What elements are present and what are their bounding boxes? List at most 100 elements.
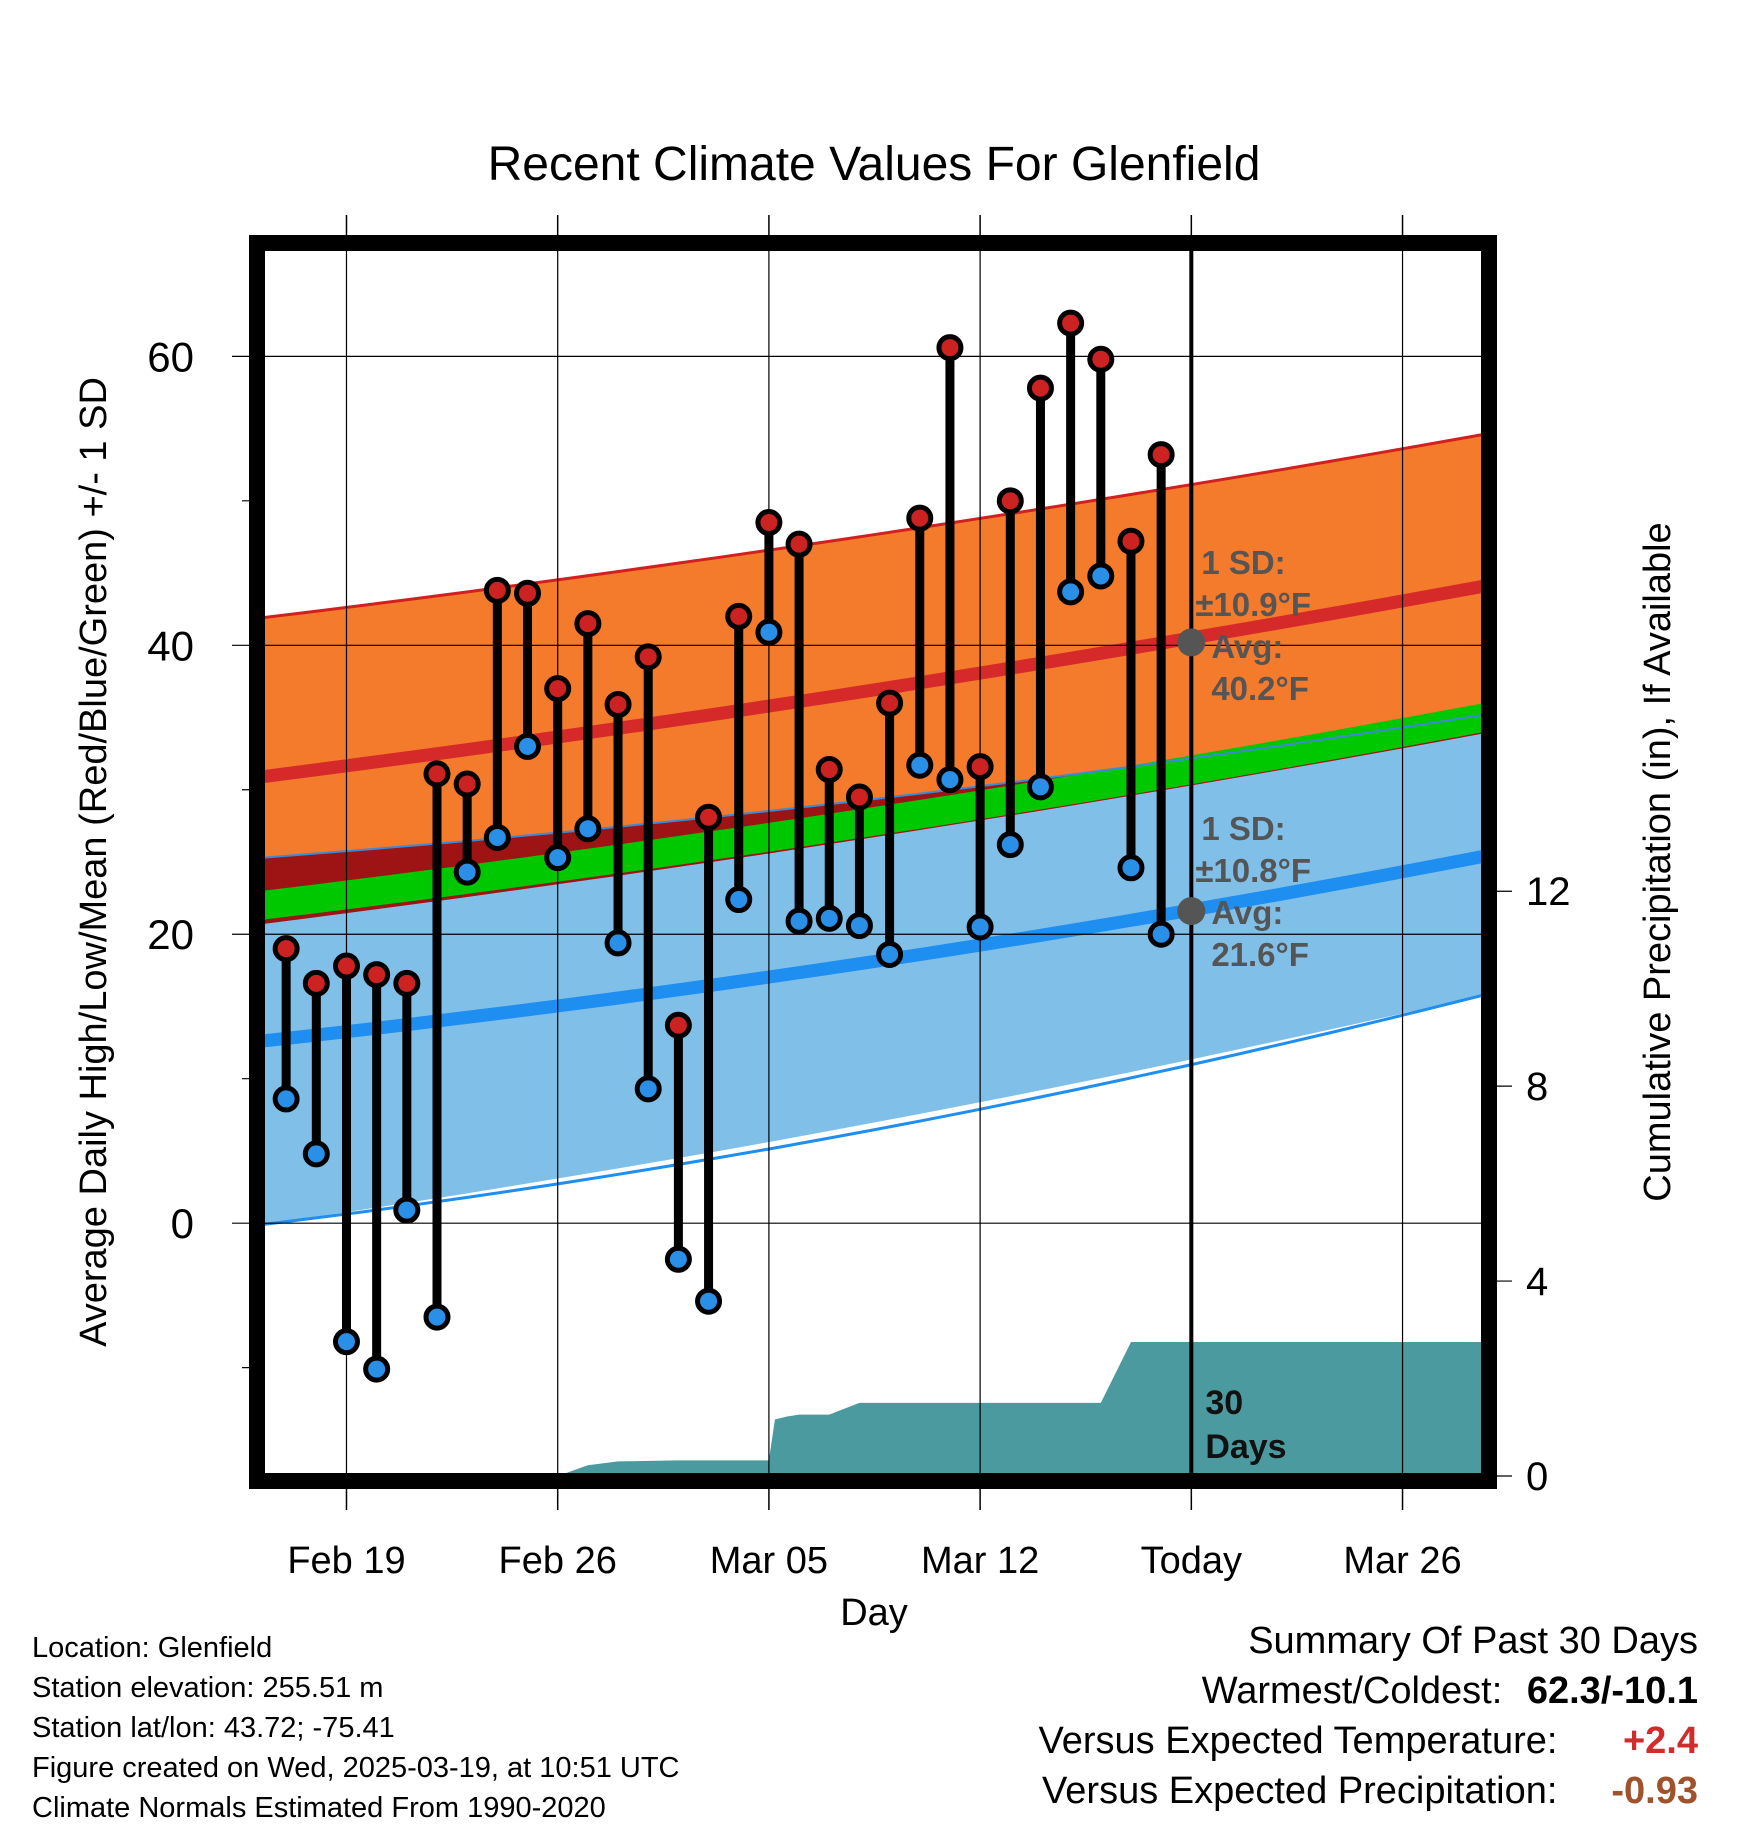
high-sd-label: 1 SD: [1201, 544, 1285, 581]
high-point [1026, 374, 1054, 402]
high-point [996, 487, 1024, 515]
normal-low-lower-line [262, 993, 1484, 1227]
high-point [332, 952, 360, 980]
high-point [302, 969, 330, 997]
summary-temp-value: +2.4 [1622, 1720, 1698, 1762]
low-point [604, 929, 632, 957]
x-tick-label: Mar 05 [710, 1540, 828, 1582]
low-point [483, 823, 511, 851]
low-point [363, 1355, 391, 1383]
today-high-avg-marker [1177, 628, 1206, 657]
low-sd-label: 1 SD: [1201, 810, 1285, 847]
high-point [785, 530, 813, 558]
low-point [755, 618, 783, 646]
high-point [664, 1011, 692, 1039]
low-point [574, 815, 602, 843]
today-low-avg-marker [1177, 897, 1206, 926]
normal-high-band [262, 434, 1484, 925]
window-label-days-count: 30 [1205, 1384, 1243, 1422]
low-point [272, 1085, 300, 1113]
high-point [1057, 309, 1085, 337]
low-sd-value: ±10.8°F [1195, 852, 1311, 889]
chart-title: Recent Climate Values For Glenfield [488, 138, 1261, 191]
high-point [574, 610, 602, 638]
summary-warmest-row: Warmest/Coldest: 62.3/-10.1 [1202, 1670, 1698, 1713]
y2-axis-title: Cumulative Precipitation (in), If Availa… [1637, 522, 1679, 1201]
high-point [393, 969, 421, 997]
normal-high-upper-line [262, 432, 1484, 620]
low-point [936, 766, 964, 794]
summary-heading: Summary Of Past 30 Days [1248, 1620, 1698, 1662]
high-point [876, 689, 904, 717]
x-tick-label: Feb 26 [499, 1540, 617, 1582]
low-point [785, 907, 813, 935]
high-point [1147, 441, 1175, 469]
high-point [604, 691, 632, 719]
normal-low-mean-line [262, 849, 1484, 1048]
high-point [634, 643, 662, 671]
summary-warmest-label: Warmest/Coldest: [1201, 1670, 1503, 1712]
high-point [966, 753, 994, 781]
low-point [725, 886, 753, 914]
summary-precip-value: -0.93 [1611, 1770, 1698, 1812]
low-avg-label: Avg: [1211, 894, 1283, 931]
y2-tick-label: 12 [1526, 870, 1571, 914]
summary-temp-label: Versus Expected Temperature: [1038, 1720, 1558, 1762]
low-point [302, 1140, 330, 1168]
y-tick-label: 60 [147, 333, 194, 380]
info-location: Location: Glenfield [32, 1632, 273, 1664]
high-point [483, 576, 511, 604]
summary-precip-label: Versus Expected Precipitation: [1042, 1770, 1558, 1812]
info-elevation: Station elevation: 255.51 m [32, 1672, 384, 1704]
precipitation-area [262, 1342, 1484, 1476]
high-point [1087, 345, 1115, 373]
high-avg-label: Avg: [1211, 628, 1283, 665]
low-point [423, 1303, 451, 1331]
plot-area [262, 432, 1484, 1476]
y2-tick-label: 4 [1526, 1260, 1548, 1304]
low-point [332, 1328, 360, 1356]
high-point [453, 770, 481, 798]
info-created: Figure created on Wed, 2025-03-19, at 10… [32, 1752, 680, 1784]
axes [232, 215, 1512, 1510]
high-point [695, 803, 723, 831]
high-point [363, 961, 391, 989]
low-point [453, 858, 481, 886]
high-point [906, 504, 934, 532]
info-latlon: Station lat/lon: 43.72; -75.41 [32, 1712, 395, 1744]
high-point [272, 935, 300, 963]
x-tick-label: Mar 12 [921, 1540, 1039, 1582]
low-point [393, 1196, 421, 1224]
info-normals: Climate Normals Estimated From 1990-2020 [32, 1792, 606, 1824]
summary-warmest-value: 62.3/-10.1 [1526, 1670, 1698, 1712]
low-point [1026, 773, 1054, 801]
high-point [514, 579, 542, 607]
low-point [876, 940, 904, 968]
low-point [1057, 578, 1085, 606]
high-point [725, 602, 753, 630]
low-point [906, 751, 934, 779]
high-point [815, 756, 843, 784]
high-point [936, 334, 964, 362]
low-point [845, 912, 873, 940]
summary-precip-row: Versus Expected Precipitation: -0.93 [1042, 1770, 1698, 1813]
low-point [544, 844, 572, 872]
data-marks [272, 309, 1206, 1383]
y2-tick-label: 8 [1526, 1065, 1548, 1109]
summary-temp-row: Versus Expected Temperature: +2.4 [1039, 1720, 1698, 1763]
y-tick-label: 40 [147, 622, 194, 669]
high-point [755, 508, 783, 536]
low-point [1147, 920, 1175, 948]
normal-high-mean-line [262, 579, 1484, 784]
y-tick-label: 20 [147, 911, 194, 958]
x-tick-label: Today [1141, 1540, 1242, 1582]
high-sd-value: ±10.9°F [1195, 586, 1311, 623]
high-point [845, 783, 873, 811]
y2-tick-label: 0 [1526, 1455, 1548, 1499]
high-point [1117, 527, 1145, 555]
low-point [1117, 854, 1145, 882]
low-avg-value: 21.6°F [1211, 936, 1309, 973]
high-point [544, 675, 572, 703]
low-point [1087, 562, 1115, 590]
